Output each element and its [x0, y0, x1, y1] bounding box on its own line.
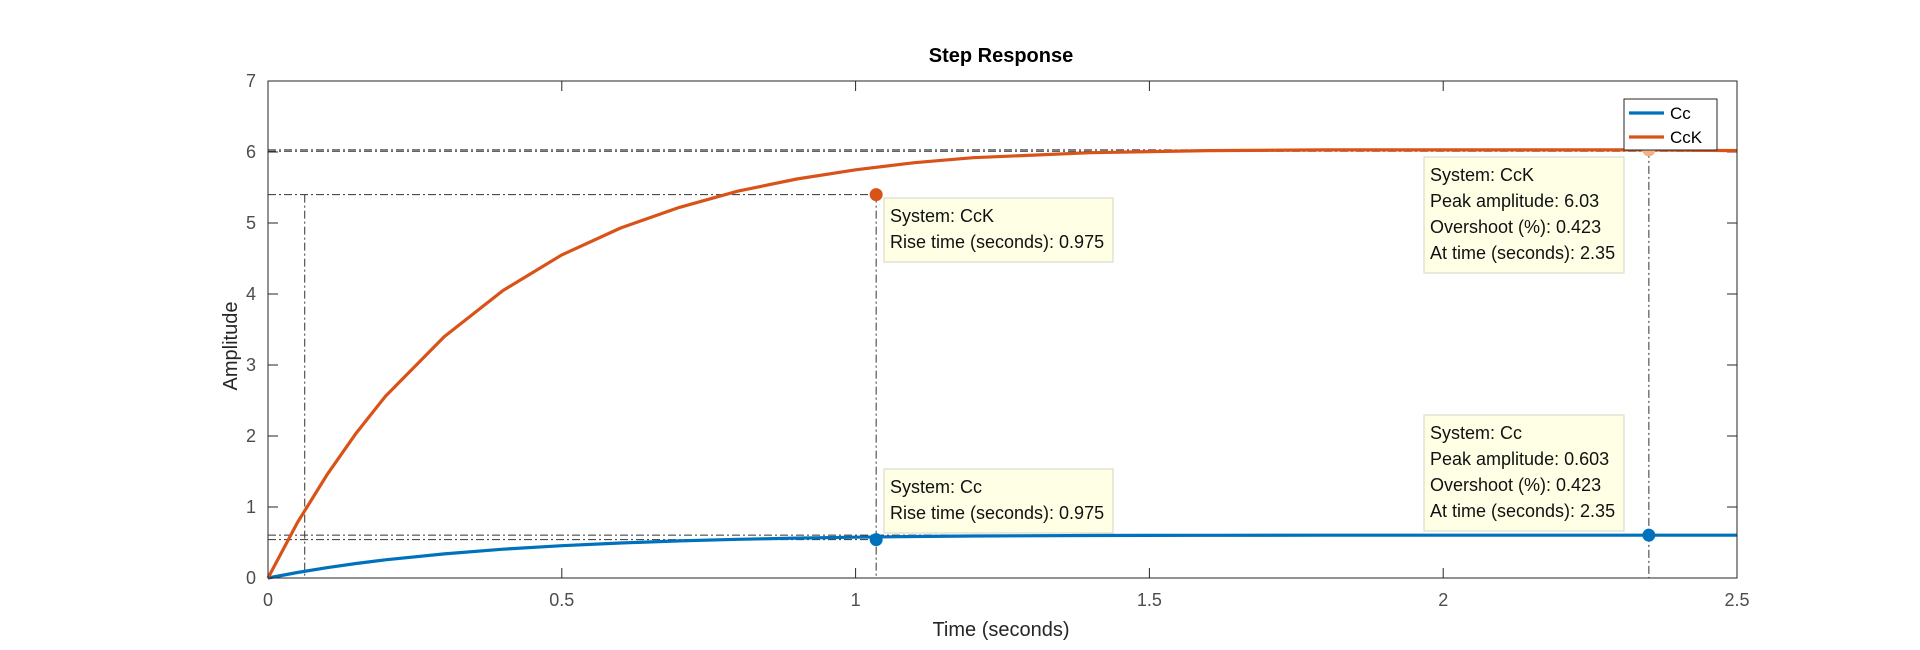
x-tick-label: 0: [263, 590, 273, 610]
data-tip-line: Peak amplitude: 6.03: [1430, 191, 1599, 211]
data-tip-line: System: CcK: [890, 206, 994, 226]
y-tick-label: 7: [246, 71, 256, 91]
x-tick-label: 1: [851, 590, 861, 610]
data-tip-line: Rise time (seconds): 0.975: [890, 232, 1104, 252]
data-tip-line: Overshoot (%): 0.423: [1430, 217, 1601, 237]
marker-cc[interactable]: [869, 533, 883, 547]
data-tip-line: At time (seconds): 2.35: [1430, 501, 1615, 521]
y-tick-label: 6: [246, 142, 256, 162]
legend-label-cc[interactable]: Cc: [1670, 104, 1691, 123]
data-tip-box: [883, 197, 1114, 263]
data-tip-line: System: CcK: [1430, 165, 1534, 185]
series-line-cck: [266, 148, 1738, 579]
data-tip-line: Peak amplitude: 0.603: [1430, 449, 1609, 469]
plot-area-border: [267, 80, 1738, 579]
x-tick-label: 2.5: [1724, 590, 1749, 610]
y-tick-label: 4: [246, 284, 256, 304]
characteristic-guide-lines: [268, 149, 1737, 578]
y-axis-label: Amplitude: [220, 302, 242, 391]
data-tip-box: [1423, 414, 1625, 532]
marker-cck[interactable]: [869, 188, 883, 202]
cc-peak-tooltip: System: Cc Peak amplitude: 0.603 Overshoot…: [1423, 414, 1625, 532]
x-tick-label: 0.5: [549, 590, 574, 610]
series-lines: [266, 148, 1738, 580]
series-line-cc: [267, 533, 1737, 580]
y-tick-label: 5: [246, 213, 256, 233]
data-tip-line: Overshoot (%): 0.423: [1430, 475, 1601, 495]
x-tick-label: 2: [1438, 590, 1448, 610]
chart-title: Step Response: [929, 45, 1073, 67]
y-tick-label: 0: [246, 568, 256, 588]
x-axis-label: Time (seconds): [932, 619, 1069, 641]
cck-peak-tooltip: System: CcK Peak amplitude: 6.03 Overshoot…: [1423, 156, 1625, 274]
legend[interactable]: Cc CcK: [1623, 98, 1718, 151]
cck-rise-time-tooltip: System: CcK Rise time (seconds): 0.975: [883, 197, 1114, 263]
cc-rise-time-tooltip: System: Cc Rise time (seconds): 0.975: [883, 468, 1114, 534]
y-tick-label: 1: [246, 497, 256, 517]
x-tick-label: 1.5: [1137, 590, 1162, 610]
legend-box: [1623, 98, 1718, 151]
data-tip-box: [1423, 156, 1625, 274]
y-tick-label: 3: [246, 355, 256, 375]
y-tick-label: 2: [246, 426, 256, 446]
data-tip-line: Rise time (seconds): 0.975: [890, 503, 1104, 523]
data-tip-line: System: Cc: [890, 477, 982, 497]
marker-cc[interactable]: [1642, 528, 1656, 542]
legend-label-cck[interactable]: CcK: [1670, 128, 1703, 147]
data-tip-box: [883, 468, 1114, 534]
axis-ticks: 0 0.5 1 1.5 2 2.5 0 1 2 3 4 5 6 7: [246, 71, 1750, 610]
data-tip-line: At time (seconds): 2.35: [1430, 243, 1615, 263]
data-tip-line: System: Cc: [1430, 423, 1522, 443]
